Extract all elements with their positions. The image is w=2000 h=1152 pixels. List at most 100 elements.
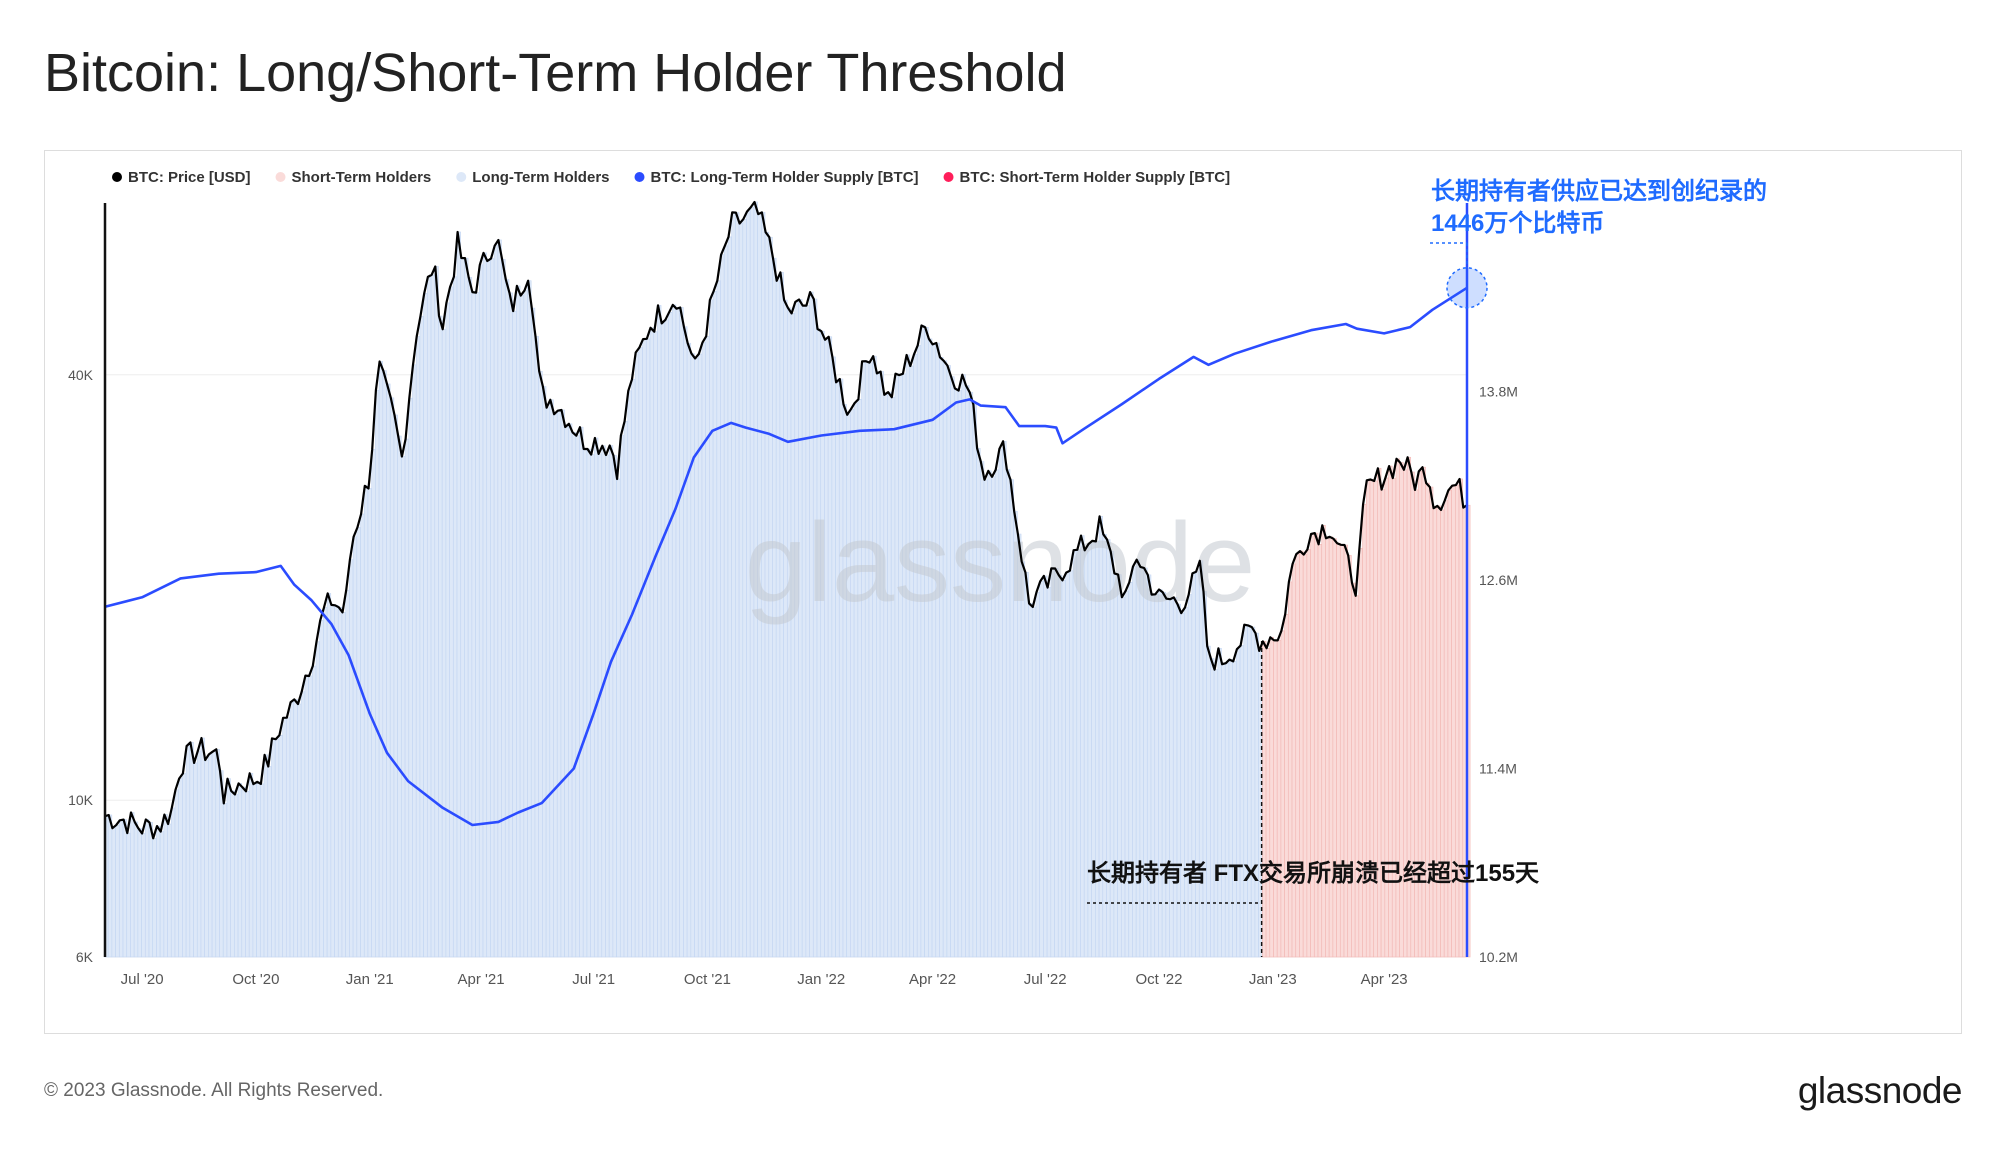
long-term-holder-bar [690, 353, 695, 958]
long-term-holder-bar [341, 612, 346, 958]
right-axis-tick-label: 12.6M [1479, 572, 1518, 588]
long-term-holder-bar [397, 435, 402, 958]
long-term-holder-bar [564, 426, 569, 958]
short-term-holder-bar [1362, 503, 1367, 958]
long-term-holder-bar [950, 376, 955, 958]
btc-price-line [104, 200, 1468, 840]
long-term-holder-bar [1046, 587, 1052, 958]
ftx-annotation: 长期持有者 FTX交易所崩溃已经超过155天 [1087, 859, 1539, 887]
long-term-holder-bar [530, 307, 536, 958]
long-term-holder-bar [467, 277, 473, 958]
long-term-holder-bar [961, 374, 966, 958]
long-term-holder-bar [1069, 570, 1074, 958]
long-term-holder-bar [905, 354, 911, 958]
page-title: Bitcoin: Long/Short-Term Holder Threshol… [44, 43, 1067, 103]
long-term-holder-bar [471, 291, 476, 958]
legend-marker [112, 172, 122, 182]
legend-marker [943, 172, 954, 182]
long-term-holder-bar [115, 824, 120, 958]
long-term-holder-bar [735, 212, 740, 958]
long-term-holder-bar [323, 607, 328, 958]
long-term-holder-bar [1132, 566, 1137, 958]
long-term-holder-bar [1043, 575, 1048, 958]
long-term-holder-bar [363, 485, 369, 958]
long-term-holder-bar [839, 378, 844, 958]
long-term-holder-bar [850, 408, 855, 958]
long-term-holder-bar [864, 360, 870, 958]
long-term-holder-bar [241, 786, 246, 958]
long-term-holder-bar [816, 328, 821, 958]
long-term-holder-bar [475, 292, 480, 958]
long-term-holder-bar [349, 559, 354, 958]
legend-marker [456, 172, 467, 182]
long-term-holder-bar [271, 738, 276, 958]
series-lines [104, 200, 1468, 957]
record-annotation-line2: 1446万个比特币 [1431, 210, 1604, 237]
long-term-holder-bar [404, 438, 410, 958]
long-term-holder-bar [107, 814, 113, 958]
long-term-holder-bar [1057, 574, 1063, 958]
long-term-holder-bar [1232, 661, 1237, 958]
long-term-holder-bar [1202, 591, 1207, 958]
long-term-holder-bar [130, 812, 135, 958]
long-term-holder-bar [813, 298, 818, 958]
long-term-holder-bar [642, 338, 647, 958]
legend[interactable]: BTC: Price [USD] Short-Term Holders Long-T… [112, 169, 1230, 186]
long-term-holder-bar [1039, 581, 1044, 958]
short-term-holder-bar [1358, 548, 1363, 958]
long-term-holder-bar [887, 391, 892, 958]
long-term-holder-bar [601, 445, 606, 958]
watermark: glassnode [745, 500, 1256, 625]
short-term-holder-bar [1265, 647, 1270, 958]
long-term-holder-bar [460, 257, 465, 958]
long-term-holder-bar [701, 342, 706, 958]
long-term-holder-bar [931, 344, 936, 958]
left-axis-tick-label: 10K [68, 792, 94, 808]
long-term-holder-bar [890, 396, 896, 958]
long-term-holder-bar [575, 435, 580, 958]
long-term-holder-bar [148, 822, 153, 958]
short-term-holder-bar [1354, 595, 1360, 958]
long-term-holder-bar [672, 304, 677, 958]
short-term-holder-bar [1262, 641, 1267, 958]
long-term-holder-bar [508, 292, 513, 958]
short-term-holder-bar [1269, 636, 1274, 958]
long-term-holder-bar [375, 389, 380, 958]
short-term-holder-bar [1436, 505, 1441, 958]
long-term-holder-bar [256, 781, 261, 958]
long-term-holder-bar [505, 279, 510, 958]
x-axis-tick-label: Apr '21 [458, 971, 505, 988]
long-term-holder-bar [159, 831, 165, 958]
long-term-holder-bar [861, 360, 866, 958]
long-term-holder-bar [653, 331, 658, 958]
long-term-holder-bar [267, 766, 272, 958]
long-term-holder-bar [356, 527, 361, 958]
long-term-holder-bar [304, 675, 309, 958]
long-term-holder-bar [538, 370, 543, 958]
x-axis-tick-label: Oct '20 [232, 971, 279, 988]
long-term-holder-bar [315, 641, 320, 958]
long-term-holder-bar [594, 437, 599, 958]
right-axis-tick-label: 10.2M [1479, 949, 1518, 965]
long-term-holder-bar [196, 750, 202, 958]
short-term-holder-bar [1443, 500, 1449, 958]
long-term-holder-bar [512, 310, 517, 958]
long-term-holder-bar [1158, 589, 1163, 958]
long-term-holder-bar [401, 456, 406, 958]
long-term-holder-bar [876, 373, 881, 958]
long-term-holder-bar [1236, 648, 1241, 958]
long-term-holder-bar [345, 589, 350, 958]
long-term-holder-bar [171, 807, 176, 958]
long-term-holder-bar [801, 305, 807, 958]
long-term-holder-bar [675, 308, 680, 958]
long-term-holder-bar [597, 453, 602, 958]
legend-marker [634, 172, 645, 182]
long-term-holder-bar [293, 699, 298, 958]
long-term-holder-bar [568, 423, 573, 958]
long-term-holder-bar [1050, 568, 1055, 958]
legend-label: Long-Term Holders [472, 169, 609, 186]
long-term-holder-bar [300, 691, 306, 958]
long-term-holder-bar [516, 285, 521, 958]
long-term-holder-bar [208, 754, 213, 958]
